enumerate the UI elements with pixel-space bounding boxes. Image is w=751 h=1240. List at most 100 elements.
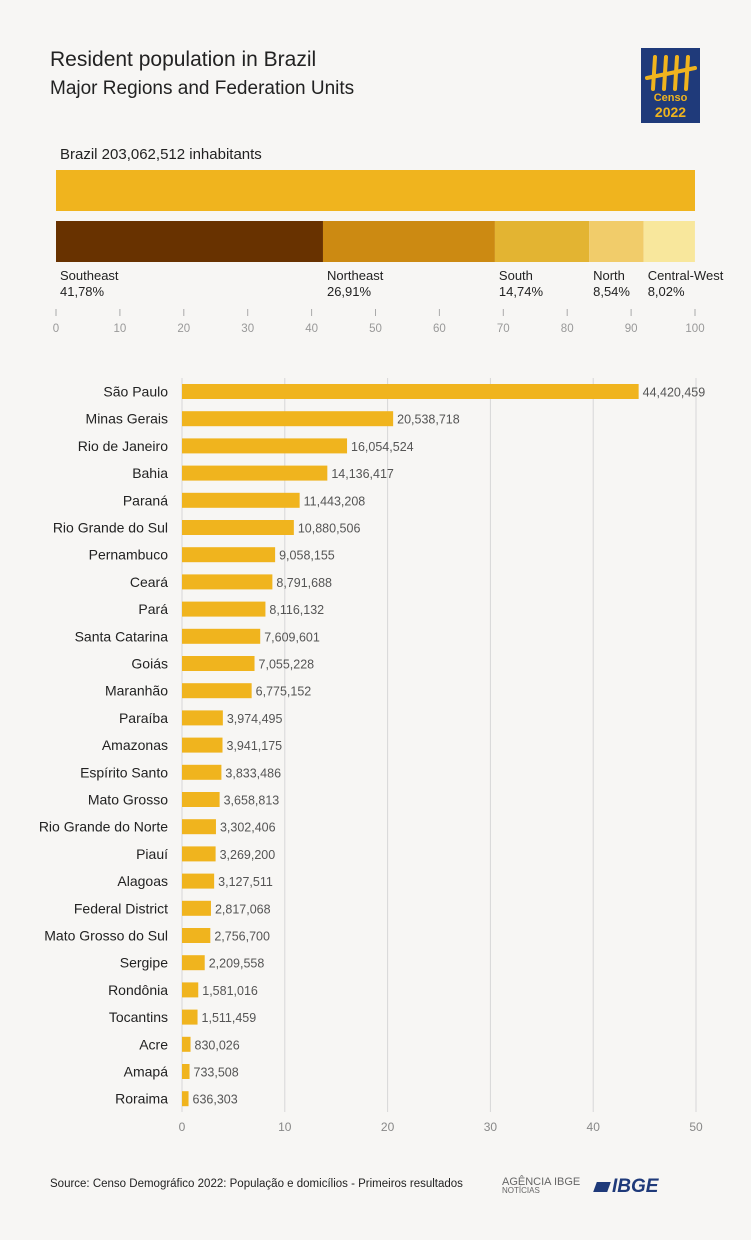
bar [182, 1064, 190, 1079]
bar [182, 1009, 198, 1025]
logo-year: 2022 [654, 104, 687, 120]
bar [182, 819, 216, 835]
data-label: 10,880,506 [298, 522, 361, 536]
bar [182, 656, 255, 671]
category-label: Federal District [74, 900, 168, 916]
bar [182, 547, 276, 563]
region-name: South [498, 268, 533, 283]
region-bar-south [494, 221, 590, 262]
category-label: Paraíba [119, 710, 168, 726]
chart-title: Resident population in Brazil [50, 48, 317, 71]
data-label: 636,303 [193, 1093, 238, 1107]
region-bar-central-west [643, 221, 695, 262]
data-label: 830,026 [195, 1038, 240, 1052]
bar [182, 384, 639, 399]
data-label: 3,269,200 [220, 848, 276, 862]
category-label: Paraná [123, 492, 168, 508]
region-label: South 14,74% [499, 268, 543, 300]
ibge-logo: IBGE [612, 1176, 659, 1197]
total-bar [56, 170, 695, 211]
data-label: 3,833,486 [225, 766, 281, 780]
region-bar-north [589, 221, 644, 262]
bar [182, 928, 211, 943]
category-label: Acre [139, 1036, 168, 1052]
region-percent: 8,02% [647, 284, 685, 299]
category-label: Alagoas [117, 873, 168, 889]
region-bar-northeast [322, 221, 495, 262]
region-name: Central-West [647, 268, 724, 283]
category-label: Mato Grosso [88, 792, 168, 808]
region-axis-tick-label: 60 [433, 323, 446, 335]
region-axis-tick-label: 50 [369, 323, 382, 335]
category-label: Amapá [124, 1064, 169, 1080]
x-axis-tick-label: 10 [278, 1120, 292, 1134]
data-label: 8,791,688 [276, 576, 332, 590]
region-axis-tick-label: 80 [561, 323, 574, 335]
bar [182, 900, 211, 916]
data-label: 3,974,495 [227, 712, 283, 726]
data-label: 733,508 [194, 1066, 239, 1080]
x-axis-tick-label: 30 [484, 1120, 498, 1134]
category-label: Roraima [115, 1091, 168, 1107]
region-axis-tick-label: 10 [114, 323, 127, 335]
region-axis-tick-label: 0 [53, 323, 59, 335]
region-axis-tick-label: 20 [177, 323, 190, 335]
bar [182, 628, 261, 644]
logo-word: Censo [653, 92, 688, 104]
category-label: Rio de Janeiro [78, 438, 168, 454]
category-label: Amazonas [102, 737, 168, 753]
category-label: Santa Catarina [75, 628, 169, 644]
category-label: Maranhão [105, 683, 168, 699]
data-label: 11,443,208 [304, 494, 366, 508]
data-label: 6,775,152 [256, 685, 312, 699]
category-label: Piauí [136, 846, 168, 862]
data-label: 44,420,459 [643, 386, 706, 400]
bar [182, 737, 223, 753]
region-name: Southeast [60, 268, 119, 283]
category-label: Rio Grande do Norte [39, 819, 168, 835]
data-label: 20,538,718 [397, 413, 460, 427]
bar [182, 1036, 191, 1052]
data-label: 3,941,175 [227, 739, 283, 753]
chart-subtitle: Major Regions and Federation Units [50, 78, 355, 99]
data-label: 16,054,524 [351, 440, 414, 454]
region-percent: 26,91% [326, 284, 372, 299]
x-axis-tick-label: 40 [587, 1120, 601, 1134]
region-axis-tick-label: 70 [497, 323, 510, 335]
data-label: 8,116,132 [269, 603, 324, 617]
category-label: Pernambuco [89, 547, 169, 563]
bar [182, 873, 215, 889]
bar [182, 683, 252, 699]
data-label: 2,817,068 [215, 902, 271, 916]
bar [182, 1091, 189, 1107]
data-label: 1,511,459 [202, 1011, 257, 1025]
bar [182, 601, 266, 617]
tally-marks-icon [645, 55, 697, 91]
category-label: Rio Grande do Sul [53, 520, 168, 536]
region-label: Central-West 8,02% [648, 268, 724, 300]
bar [182, 955, 205, 971]
category-label: Goiás [131, 656, 168, 672]
bar [182, 492, 300, 508]
region-label: North 8,54% [593, 268, 630, 300]
data-label: 7,055,228 [259, 658, 315, 672]
region-percent: 8,54% [593, 284, 630, 299]
data-label: 9,058,155 [279, 549, 335, 563]
data-label: 3,302,406 [220, 821, 276, 835]
total-population-label: Brazil 203,062,512 inhabitants [60, 146, 262, 163]
region-label: Southeast 41,78% [60, 268, 119, 300]
bar [182, 792, 220, 807]
data-label: 2,756,700 [214, 930, 270, 944]
data-label: 2,209,558 [209, 957, 265, 971]
bar [182, 982, 199, 998]
source-note: Source: Censo Demográfico 2022: Populaçã… [50, 1178, 463, 1190]
censo-logo: Censo 2022 [641, 48, 700, 123]
region-axis-tick-label: 40 [305, 323, 318, 335]
category-label: Mato Grosso do Sul [44, 928, 168, 944]
category-label: São Paulo [103, 384, 168, 400]
category-label: Sergipe [120, 955, 168, 971]
category-label: Rondônia [108, 982, 168, 998]
region-axis-tick-label: 90 [625, 323, 638, 335]
category-label: Bahia [132, 465, 168, 481]
bar [182, 465, 328, 481]
